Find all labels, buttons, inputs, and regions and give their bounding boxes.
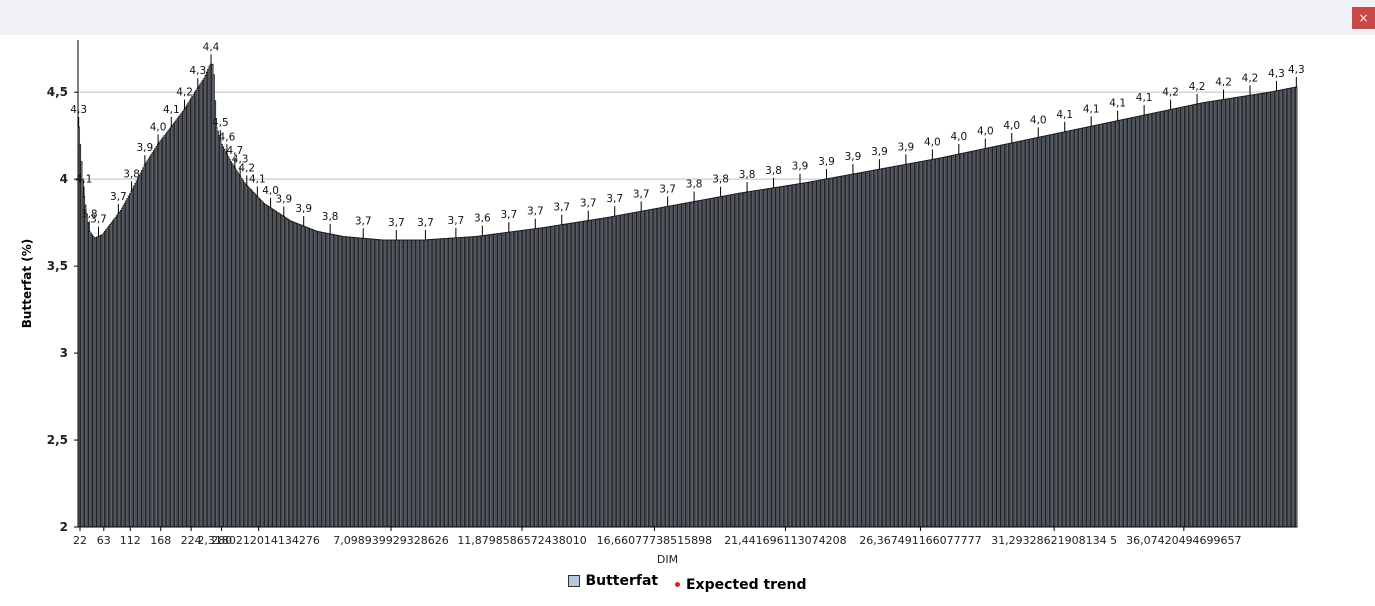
value-label: 4,2 (1242, 72, 1259, 84)
x-tick-label: 16,66077738515898 (597, 534, 712, 547)
value-label: 4,0 (924, 136, 941, 148)
value-label: 4,1 (1056, 109, 1073, 121)
value-label: 3,8 (123, 168, 140, 180)
y-tick-label: 4 (60, 172, 68, 186)
butterfat-chart: 2 2,5 3 3,5 4 4,5 22 63 112 168 224 2802,3180212014… (20, 40, 1305, 566)
value-label: 4,1 (1083, 103, 1100, 115)
x-tick-label: 31,29328621908134 5 (991, 534, 1117, 547)
value-label: 3,8 (712, 174, 729, 186)
value-label: 3,7 (606, 193, 623, 205)
y-tick-label: 2 (60, 520, 68, 534)
value-label: 3,9 (818, 156, 835, 168)
value-label: 3,7 (90, 214, 107, 226)
value-label: 3,9 (792, 161, 809, 173)
value-label: 3,7 (110, 191, 127, 203)
value-label: 3,6 (474, 213, 491, 225)
value-label: 4,2 (1189, 81, 1206, 93)
value-label: 4,4 (203, 41, 220, 53)
value-label: 4,2 (238, 162, 255, 174)
x-tick-label: 63 (97, 534, 111, 547)
value-label: 4,1 (249, 174, 266, 186)
value-label: 4,3 (70, 104, 87, 116)
legend-swatch-butterfat (568, 575, 581, 587)
value-label: 3,7 (355, 215, 372, 227)
value-label: 3,9 (275, 194, 292, 206)
value-label: 3,9 (136, 142, 153, 154)
value-label: 4,0 (150, 121, 167, 133)
value-label: 3,7 (448, 215, 465, 227)
chart-legend: Butterfat Expected trend (0, 573, 1375, 593)
value-label: 3,9 (898, 141, 915, 153)
value-label: 4,1 (1109, 98, 1126, 110)
value-label: 4,2 (176, 87, 193, 99)
value-label: 4,3 (1288, 64, 1305, 76)
value-label: 3,8 (81, 208, 98, 220)
value-label: 4,2 (1162, 87, 1179, 99)
x-tick-label: 224 (181, 534, 202, 547)
x-tick-label: 26,367491166077777 (859, 534, 981, 547)
value-label: 3,7 (553, 202, 570, 214)
x-tick-label: 280 (211, 534, 232, 547)
value-label: 4,0 (977, 126, 994, 138)
y-tick-label: 3,5 (47, 259, 68, 273)
value-label: 4,0 (950, 131, 967, 143)
value-label: 3,8 (739, 169, 756, 181)
window-title-bar (0, 0, 1375, 35)
butterfat-bar (1295, 86, 1298, 528)
value-label: 4,5 (212, 117, 229, 129)
legend-item-butterfat: Butterfat (568, 573, 658, 589)
x-axis-title: DIM (657, 553, 678, 566)
value-label: 4,1 (1136, 92, 1153, 104)
value-label: 4,0 (1030, 114, 1047, 126)
legend-dot-expected-trend (674, 582, 680, 587)
y-tick-label: 2,5 (47, 433, 68, 447)
value-label: 4,3 (1268, 68, 1285, 80)
legend-label-expected-trend: Expected trend (685, 576, 807, 593)
y-axis-title: Butterfat (%) (20, 239, 34, 328)
x-tick-label: 21,441696113074208 (724, 534, 846, 547)
value-label: 3,8 (686, 179, 703, 191)
y-tick-label: 3 (60, 346, 68, 360)
value-label: 3,7 (659, 183, 676, 195)
value-label: 3,7 (633, 188, 650, 200)
x-tick-label: 36,07420494699657 (1126, 534, 1241, 547)
x-tick-label: 2,3180212014134276 (197, 534, 319, 547)
value-label: 3,7 (417, 217, 434, 229)
x-tick-label: 11,8798586572438010 (457, 534, 586, 547)
value-label: 4,3 (189, 65, 206, 77)
value-label: 4,0 (1003, 120, 1020, 132)
value-label: 3,8 (765, 165, 782, 177)
legend-item-expected-trend: Expected trend (674, 576, 807, 593)
y-tick-label: 4,5 (47, 85, 68, 99)
value-label: 4,2 (1215, 76, 1232, 88)
value-label: 3,9 (845, 151, 862, 163)
value-label: 3,7 (527, 206, 544, 218)
value-label: 4,0 (262, 185, 279, 197)
x-tick-label: 112 (120, 534, 141, 547)
value-label: 4,7 (226, 145, 243, 157)
legend-label-butterfat: Butterfat (585, 573, 659, 589)
value-label: 3,7 (388, 217, 405, 229)
x-tick-label: 22 (73, 534, 87, 547)
close-button[interactable]: × (1352, 7, 1375, 29)
value-label: 3,7 (500, 209, 517, 221)
value-label: 3,9 (295, 203, 312, 215)
value-label: 3,8 (322, 211, 339, 223)
x-tick-label: 168 (150, 534, 171, 547)
value-label: 3,9 (871, 146, 888, 158)
value-label: 4,1 (76, 174, 93, 186)
value-label: 4,3 (232, 153, 249, 165)
value-label: 3,7 (580, 198, 597, 210)
value-label: 4,6 (219, 131, 236, 143)
value-label: 4,1 (163, 104, 180, 116)
x-tick-label: 7,098939929328626 (333, 534, 448, 547)
